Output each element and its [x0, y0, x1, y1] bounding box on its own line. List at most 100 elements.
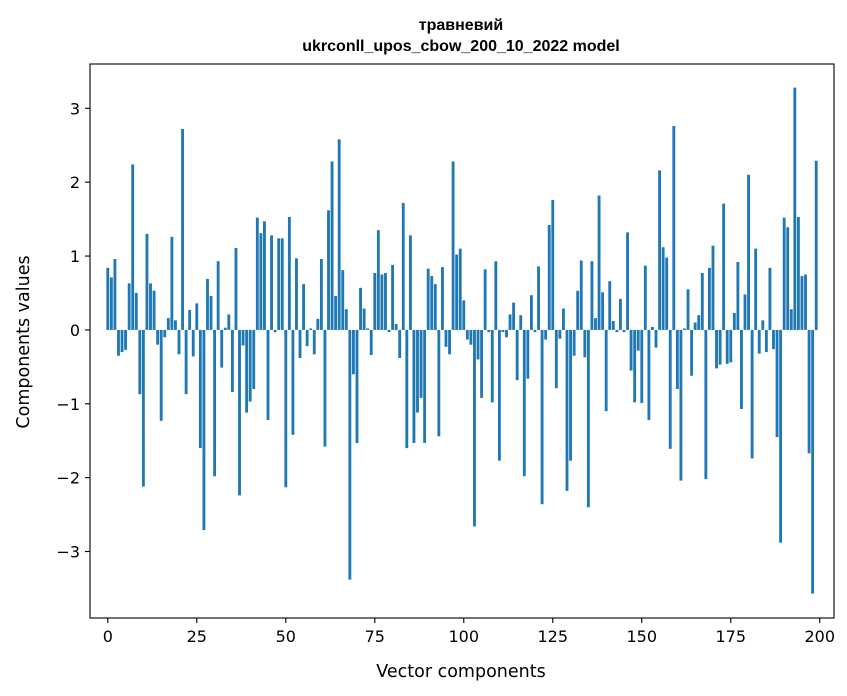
y-tick-label: 2	[70, 173, 80, 192]
bar	[764, 329, 768, 353]
bar	[327, 210, 330, 330]
bar	[152, 290, 156, 330]
bar	[191, 329, 195, 357]
bar	[586, 329, 590, 508]
bar	[565, 329, 569, 491]
bar	[640, 329, 644, 404]
bar	[238, 329, 241, 496]
bar	[651, 326, 654, 330]
bar	[494, 261, 498, 330]
bar	[693, 322, 697, 330]
bar	[263, 221, 266, 330]
bar	[166, 318, 170, 330]
bar	[241, 329, 245, 346]
bar	[480, 329, 484, 398]
bar	[106, 267, 110, 330]
bar	[804, 274, 807, 330]
bar	[337, 139, 341, 330]
bar	[519, 315, 523, 330]
bar	[163, 329, 167, 338]
x-tick-label: 50	[276, 627, 296, 646]
bar	[291, 329, 295, 435]
bar	[658, 170, 661, 330]
chart-subtitle: ukrconll_upos_cbow_200_10_2022 model	[302, 38, 619, 55]
bar	[629, 329, 633, 371]
bar	[156, 329, 160, 345]
bar	[348, 329, 352, 580]
bar	[597, 195, 601, 330]
bar	[448, 329, 451, 355]
bar	[743, 294, 747, 330]
bar	[732, 312, 736, 330]
bar	[376, 230, 380, 330]
bar	[248, 329, 252, 402]
bar	[401, 202, 405, 330]
bar	[772, 329, 775, 350]
bar	[643, 265, 647, 330]
bar	[473, 329, 476, 527]
bar	[323, 329, 327, 447]
bar	[145, 233, 149, 330]
bar	[782, 217, 786, 330]
bar	[775, 329, 779, 438]
y-tick-label: 1	[70, 247, 80, 266]
bar	[141, 329, 145, 487]
bar	[533, 329, 537, 333]
bar	[465, 329, 469, 340]
bar	[501, 329, 505, 333]
x-tick-label: 25	[187, 627, 207, 646]
bar	[245, 329, 249, 413]
bar	[583, 329, 587, 358]
bar	[618, 298, 622, 330]
bar	[405, 329, 409, 449]
bar	[124, 329, 128, 350]
bar	[661, 247, 665, 330]
bar	[761, 320, 765, 330]
bar	[319, 259, 323, 330]
bar	[312, 329, 316, 355]
bar	[408, 235, 412, 330]
bar	[636, 329, 640, 351]
bar	[700, 273, 704, 330]
bar	[287, 216, 291, 330]
bar	[715, 329, 718, 369]
bar	[433, 284, 437, 330]
bar	[508, 314, 512, 330]
bar	[149, 283, 152, 330]
x-tick-label: 100	[449, 627, 480, 646]
bar	[796, 216, 800, 330]
bar	[754, 248, 758, 330]
x-axis: 0 25 50 75 100 125 150 175 200	[103, 618, 835, 646]
bar	[458, 248, 462, 330]
bar	[134, 292, 138, 330]
bar	[398, 329, 402, 358]
bar	[483, 269, 487, 330]
bar	[683, 328, 686, 330]
y-axis-label: Components values	[14, 255, 34, 428]
bar	[127, 283, 131, 330]
x-tick-label: 175	[715, 627, 746, 646]
bar	[120, 329, 124, 353]
bar	[740, 329, 743, 409]
chart-title: травневий	[419, 17, 503, 34]
bar	[230, 329, 234, 392]
bar	[789, 309, 793, 330]
bar	[277, 238, 281, 330]
bar	[202, 329, 206, 531]
bar	[736, 261, 740, 330]
bar	[426, 268, 430, 330]
bar	[690, 329, 694, 376]
bar	[679, 329, 683, 481]
bar	[608, 281, 612, 330]
bar	[576, 290, 580, 330]
bar	[579, 260, 583, 330]
bar	[412, 329, 416, 443]
bar	[273, 329, 277, 333]
bar	[380, 274, 384, 330]
y-tick-label: −1	[56, 395, 80, 414]
bar	[352, 329, 355, 375]
bar	[668, 329, 672, 449]
bar	[295, 258, 298, 330]
bar	[747, 174, 750, 330]
